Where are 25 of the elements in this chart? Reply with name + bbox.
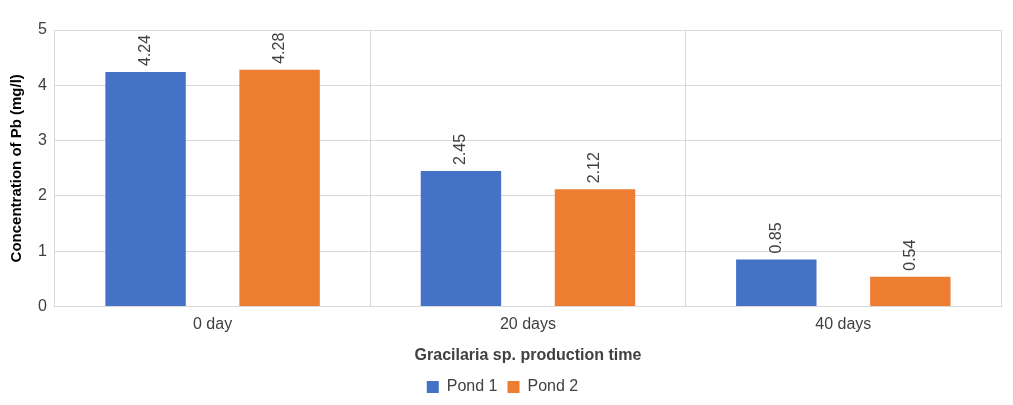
x-tick-label: 0 day xyxy=(193,314,233,332)
bar xyxy=(420,171,502,307)
y-axis-title: Concentration of Pb (mg/l) xyxy=(7,74,25,263)
legend-label: Pond 2 xyxy=(527,377,579,395)
bar xyxy=(870,276,951,307)
bar xyxy=(239,69,320,307)
legend-label: Pond 1 xyxy=(446,377,498,395)
x-tick-label: 40 days xyxy=(815,314,872,332)
data-label: 4.28 xyxy=(270,32,287,64)
y-tick-label: 4 xyxy=(37,75,47,93)
data-label: 0.85 xyxy=(766,222,784,254)
y-tick-label: 5 xyxy=(37,20,47,38)
data-label: 2.45 xyxy=(451,133,469,166)
data-label: 2.12 xyxy=(585,152,603,184)
bar xyxy=(105,72,186,307)
x-tick-label: 20 days xyxy=(499,314,556,332)
y-tick-label: 3 xyxy=(37,131,47,149)
x-axis-title: Gracilaria sp. production time xyxy=(414,345,642,363)
bar xyxy=(736,259,817,307)
bar xyxy=(554,189,636,307)
y-tick-label: 2 xyxy=(37,186,47,204)
data-label: 4.24 xyxy=(135,34,153,67)
y-tick-label: 1 xyxy=(37,241,47,259)
data-label: 0.54 xyxy=(900,239,918,271)
y-tick-label: 0 xyxy=(37,297,47,315)
